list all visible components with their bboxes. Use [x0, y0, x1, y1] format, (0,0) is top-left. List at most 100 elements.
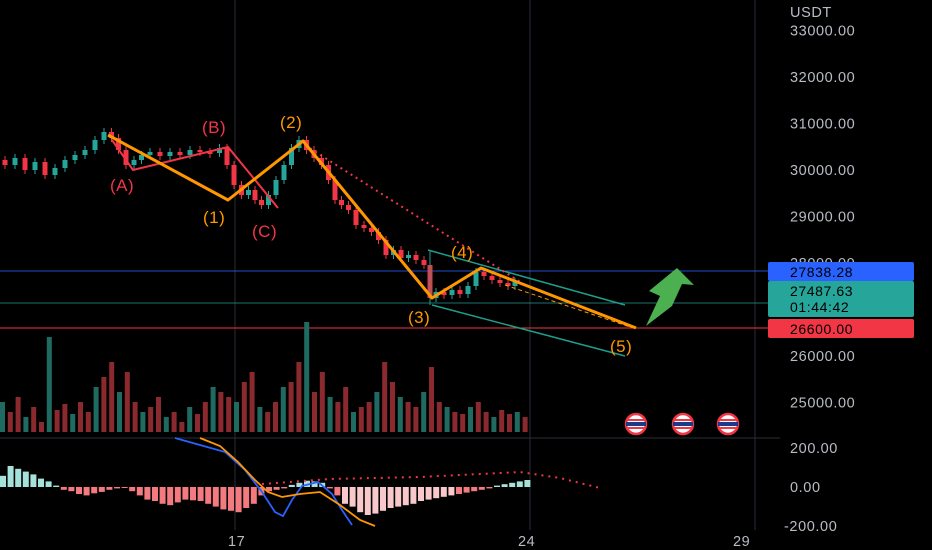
macd-bar [440, 487, 447, 497]
macd-bar [167, 487, 174, 506]
macd-bar [106, 487, 113, 490]
macd-bar [7, 466, 14, 487]
macd-bar [60, 487, 67, 490]
us-flag-icon[interactable] [716, 412, 740, 436]
volume-bar [148, 407, 154, 432]
macd-bar [364, 487, 371, 515]
price-tick-label: 32000.00 [790, 70, 855, 86]
wave-label-3: (3) [408, 308, 430, 327]
macd-bar [53, 485, 60, 487]
macd-bar [471, 487, 478, 492]
volume-bar [202, 402, 208, 432]
volume-bar [234, 402, 239, 432]
volume-bar [288, 382, 294, 432]
candle-body [449, 290, 455, 295]
macd-bar [121, 487, 128, 488]
candle-body [72, 155, 78, 160]
macd-bar [380, 487, 386, 511]
time-tick-label: 29 [733, 534, 750, 550]
volume-bar [265, 412, 271, 432]
macd-bar [220, 487, 227, 510]
macd-dotted-line [261, 470, 601, 489]
macd-bar [98, 487, 105, 492]
macd-bar [281, 487, 288, 489]
macd-bar [205, 487, 212, 504]
volume-bar [436, 402, 442, 432]
volume-bar [78, 402, 83, 432]
macd-bar [250, 487, 257, 504]
wave-label-5: (5) [610, 337, 632, 356]
macd-bar [516, 481, 523, 487]
macd-bar [83, 487, 90, 496]
volume-bar [23, 417, 29, 432]
candle-body [2, 160, 8, 165]
us-flag-icon[interactable] [624, 412, 648, 436]
macd-bar [136, 487, 143, 496]
candle-body [406, 255, 411, 258]
candle-body [489, 276, 495, 280]
macd-bar [288, 484, 295, 487]
macd-bar [159, 487, 166, 504]
quote-currency-label: USDT [790, 5, 832, 21]
candle-body [82, 150, 88, 155]
candle-body [457, 290, 463, 294]
macd-bar [494, 485, 500, 487]
candle-body [246, 190, 251, 195]
volume-bar [273, 402, 278, 432]
volume-bar [343, 387, 349, 432]
volume-bar [156, 397, 161, 432]
bullish-arrow-icon [646, 268, 694, 326]
macd-bar [395, 487, 402, 507]
indicator-tick-label: 200.00 [790, 441, 838, 457]
candle-body [339, 200, 344, 205]
macd-bar [22, 471, 29, 487]
time-axis[interactable]: 17 24 29 [228, 534, 750, 550]
candle-body [369, 228, 374, 232]
wave-label-a: (A) [110, 176, 134, 195]
volume-bar [366, 402, 372, 432]
candle-body [52, 168, 58, 175]
candle-body [197, 150, 203, 152]
macd-bar [357, 487, 364, 513]
macd-bar [228, 487, 234, 511]
candle-body [252, 190, 258, 200]
candle-body [92, 140, 98, 150]
volume-bar [179, 422, 185, 432]
volume-bar [413, 407, 419, 432]
volume-bar [397, 397, 403, 432]
candle-body [231, 165, 237, 185]
wave-label-c: (C) [252, 222, 277, 241]
candle-body [465, 286, 471, 294]
macd-bar [425, 487, 432, 500]
volume-bar [304, 322, 310, 432]
candle-body [413, 255, 419, 260]
volume-bar [0, 402, 5, 432]
economic-events[interactable] [624, 412, 740, 436]
volume-bar [124, 372, 130, 432]
candle-body [353, 210, 359, 225]
price-axis[interactable]: 33000.00 32000.00 31000.00 30000.00 29000.00… [790, 24, 855, 412]
volume-bar [187, 407, 193, 432]
volume-bar [109, 362, 115, 432]
candle-body [109, 132, 114, 138]
macd-bar [76, 487, 82, 494]
price-tick-label: 25000.00 [790, 396, 855, 412]
macd-bar [152, 487, 158, 501]
volume-bar [218, 392, 224, 432]
macd-bar [501, 484, 508, 487]
upper-level-tag: 27838.28 [768, 262, 914, 281]
volume-bar [351, 412, 356, 432]
candle-body [139, 155, 144, 160]
indicator-axis[interactable]: 200.00 0.00 -200.00 [784, 441, 838, 535]
candle-body [497, 280, 503, 283]
candle-body [224, 148, 230, 165]
macd-bar [243, 487, 250, 508]
macd-bar [68, 487, 75, 492]
macd-bar [463, 487, 470, 493]
volume-bar [460, 414, 466, 432]
candle-body [12, 158, 18, 165]
macd-bar [433, 487, 440, 499]
us-flag-icon[interactable] [671, 412, 695, 436]
volume-bar [62, 404, 68, 432]
